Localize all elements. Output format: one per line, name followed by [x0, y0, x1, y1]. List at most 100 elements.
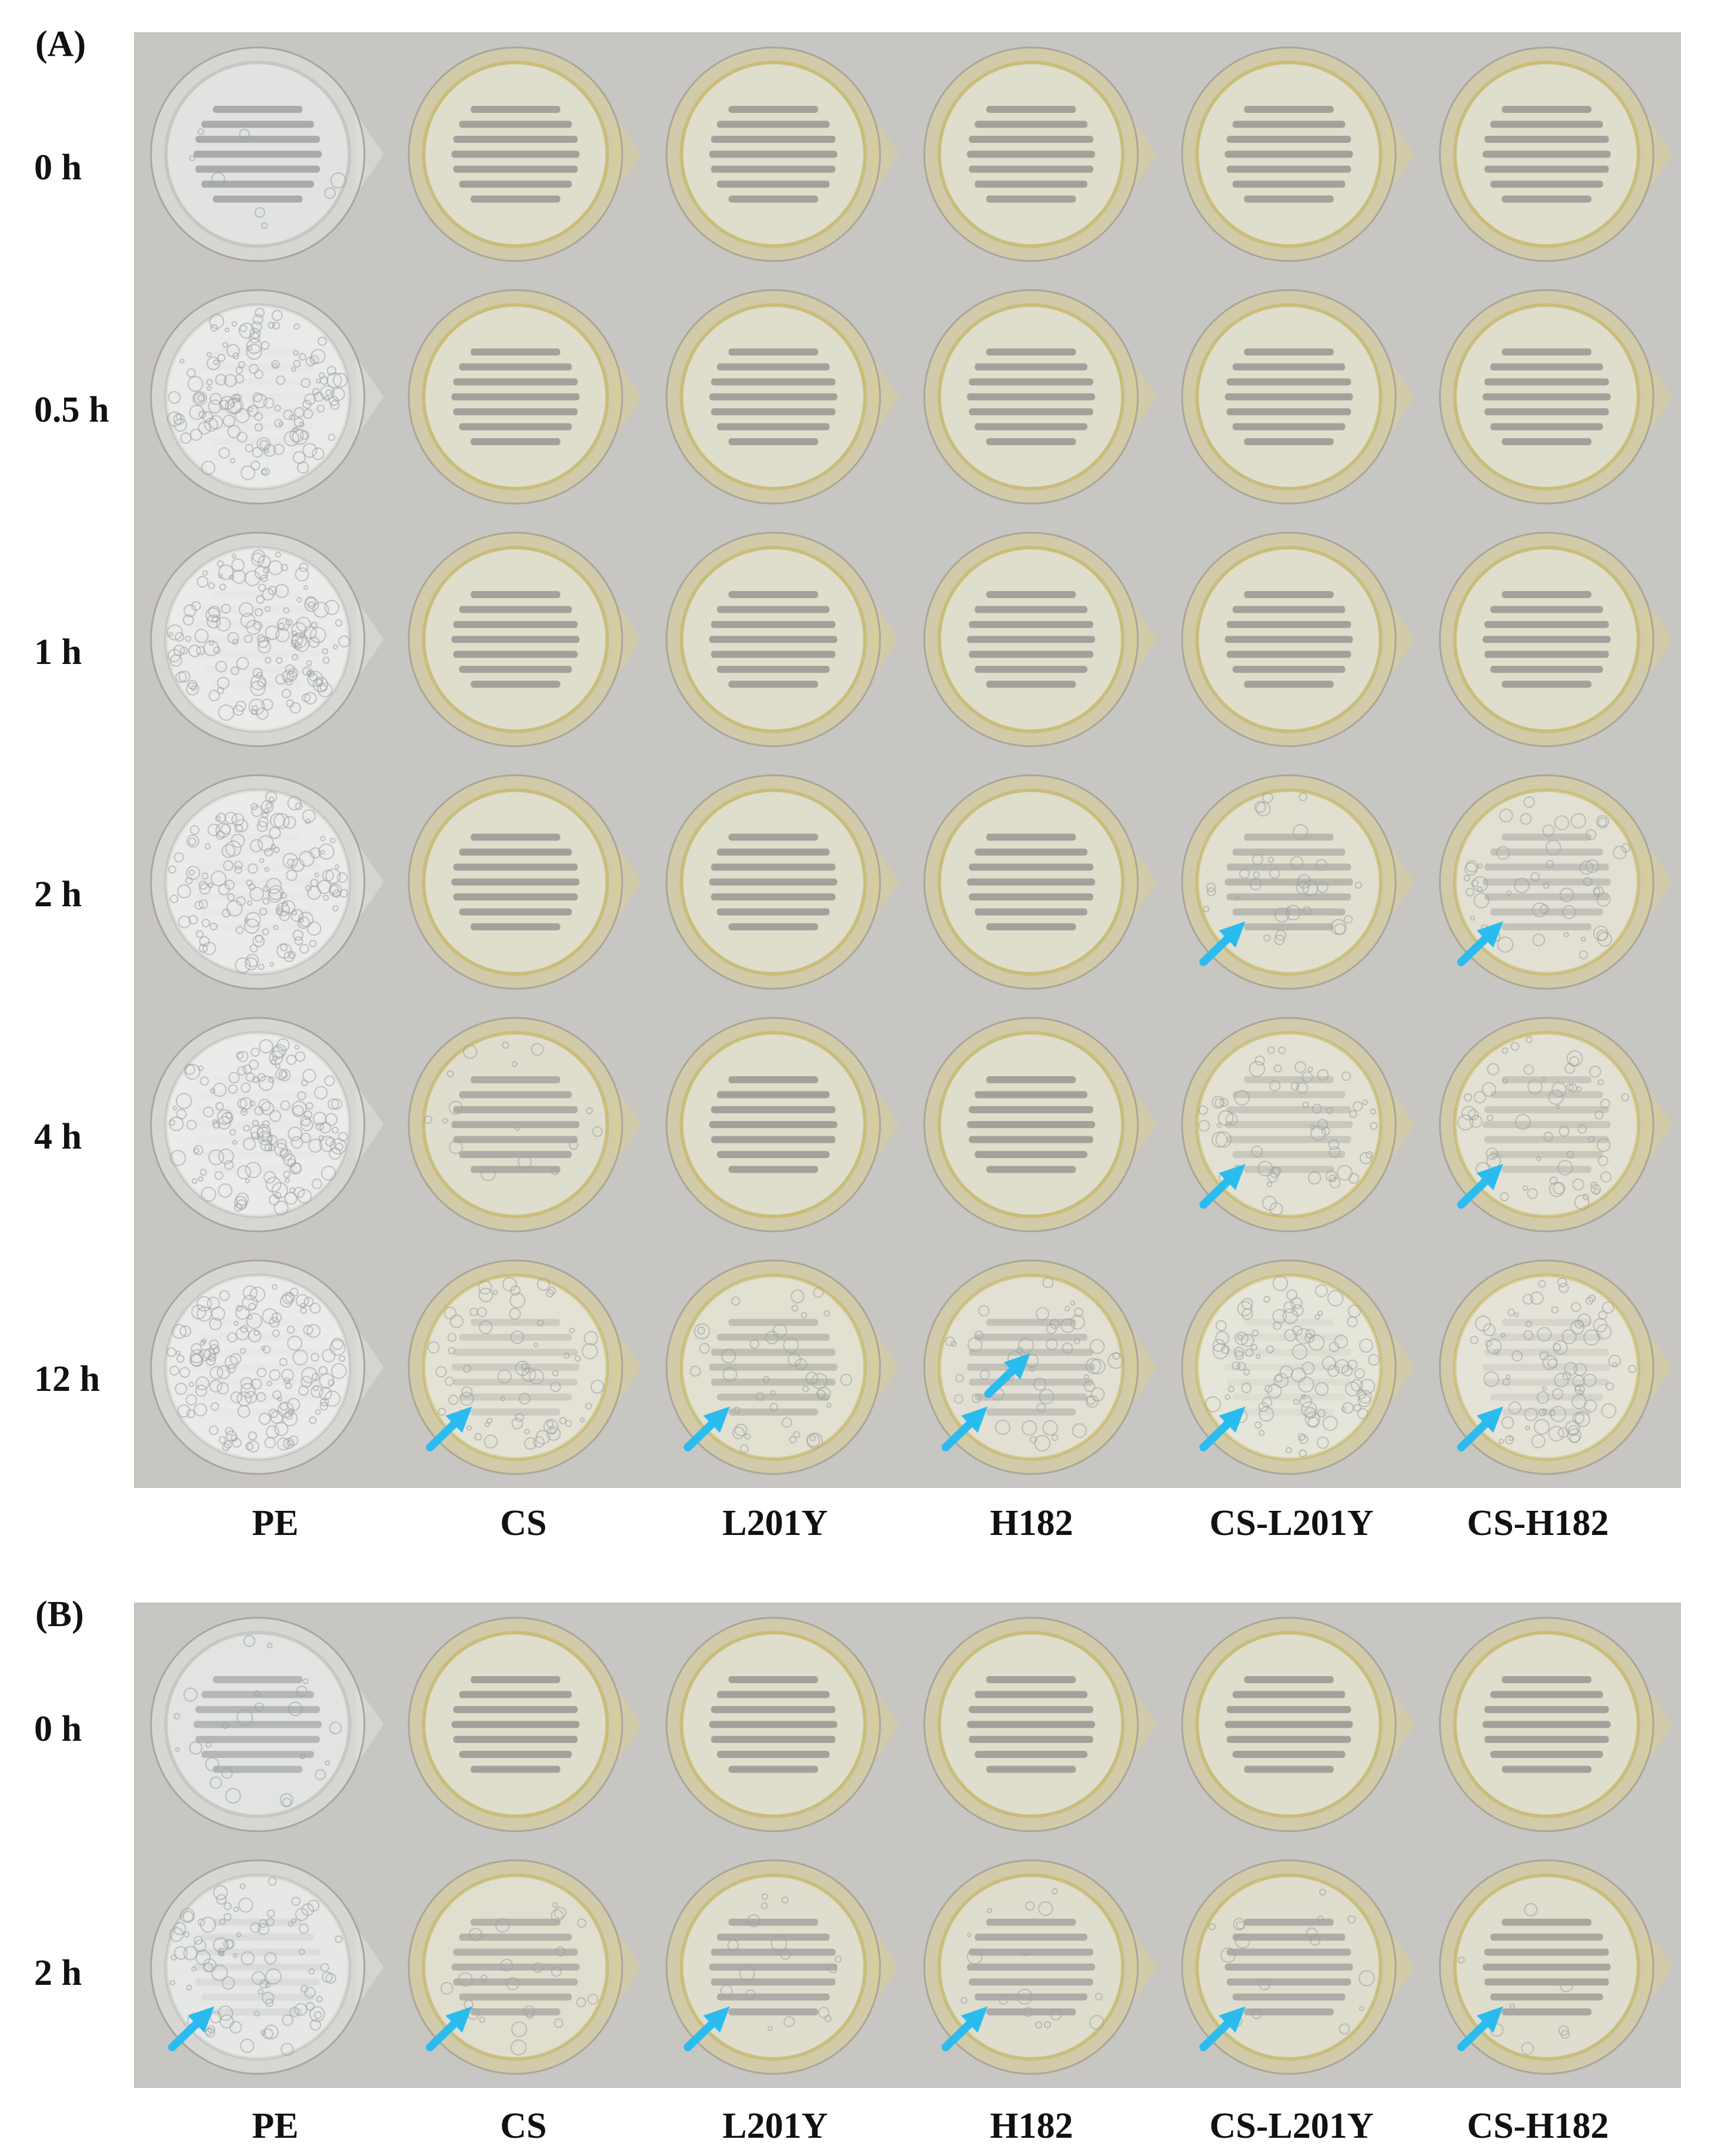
text-line	[459, 666, 572, 673]
droplet	[1252, 854, 1263, 866]
droplet	[209, 393, 222, 405]
droplet	[277, 906, 283, 913]
text-line	[451, 636, 580, 643]
droplet	[230, 1391, 242, 1403]
dish-inner	[679, 546, 867, 733]
droplet	[1316, 1436, 1329, 1449]
droplet	[826, 1403, 832, 1409]
droplet	[209, 313, 225, 329]
droplet	[218, 1148, 234, 1164]
droplet	[256, 595, 265, 604]
droplet	[256, 1367, 267, 1378]
droplet	[227, 1332, 238, 1343]
droplet	[185, 1394, 198, 1406]
text-line	[453, 650, 578, 658]
text-line	[728, 2008, 819, 2015]
text-line	[969, 378, 1093, 386]
droplet	[242, 1285, 258, 1300]
droplet	[275, 902, 290, 917]
text-line	[969, 165, 1093, 173]
droplet	[510, 1285, 521, 1296]
droplet	[732, 1426, 745, 1440]
droplet	[1237, 1301, 1253, 1317]
droplet	[275, 552, 281, 558]
droplet	[816, 1389, 826, 1399]
droplet	[720, 1984, 733, 1997]
text-line	[711, 1349, 836, 1356]
droplet	[271, 360, 280, 369]
text-line	[1490, 363, 1603, 371]
droplet	[1525, 1320, 1533, 1328]
droplet	[1227, 1386, 1235, 1393]
droplet	[1585, 859, 1600, 873]
droplet	[510, 1330, 525, 1344]
droplet	[1588, 1294, 1596, 1303]
droplet	[302, 809, 316, 823]
text-line	[1244, 1765, 1334, 1773]
droplet	[511, 1417, 523, 1430]
droplet	[1307, 1416, 1319, 1429]
text-line	[986, 923, 1076, 930]
droplet	[448, 1347, 456, 1354]
droplet	[309, 2006, 325, 2022]
droplet	[222, 1722, 229, 1729]
droplet	[217, 1109, 233, 1125]
droplet	[254, 207, 265, 218]
droplet	[287, 1336, 303, 1351]
dish-inner	[1195, 546, 1383, 733]
droplet	[306, 921, 322, 936]
droplet	[463, 1364, 472, 1373]
droplet	[272, 1284, 278, 1290]
droplet	[1301, 1071, 1313, 1083]
arrow-marker	[984, 1353, 1030, 1399]
text-line	[711, 1106, 836, 1113]
droplet	[262, 812, 269, 819]
arrow-marker	[941, 2006, 988, 2051]
panel-label-b: (B)	[35, 1594, 84, 1634]
text-line	[451, 878, 580, 886]
droplet	[275, 1069, 287, 1080]
droplet	[1486, 1114, 1494, 1122]
droplet	[734, 1423, 747, 1437]
droplet	[199, 1169, 207, 1176]
droplet	[271, 1046, 285, 1059]
film-dish	[150, 532, 384, 747]
text-line	[969, 863, 1093, 871]
text-line	[201, 1393, 314, 1401]
droplet	[302, 1678, 309, 1684]
film-dish	[923, 532, 1157, 747]
droplet	[219, 1290, 230, 1301]
droplet	[1046, 1323, 1057, 1334]
droplet	[1221, 1345, 1230, 1354]
droplet	[269, 796, 275, 802]
droplet	[268, 888, 282, 903]
text-line	[1226, 135, 1351, 143]
droplet	[1354, 1368, 1365, 1379]
droplet	[500, 1396, 506, 1401]
droplet	[1310, 1126, 1326, 1142]
droplet	[273, 925, 279, 930]
text-line	[1490, 1333, 1603, 1341]
droplet	[1542, 825, 1555, 837]
droplet	[1506, 890, 1512, 896]
droplet	[1596, 929, 1608, 942]
droplet	[325, 389, 332, 396]
text-line	[711, 1736, 836, 1743]
droplet	[1315, 1284, 1328, 1297]
droplet	[219, 1951, 225, 1957]
droplet	[233, 1320, 239, 1326]
droplet	[763, 1376, 770, 1383]
droplet	[502, 1277, 517, 1292]
droplet	[509, 1307, 521, 1320]
droplet	[311, 1373, 320, 1381]
droplet	[313, 602, 329, 618]
droplet	[586, 1107, 593, 1114]
text-line	[1484, 1948, 1609, 1956]
droplet	[196, 576, 209, 588]
text-line	[453, 408, 578, 416]
droplet	[197, 128, 205, 135]
droplet	[1042, 1277, 1054, 1289]
droplet	[283, 1170, 291, 1179]
droplet	[245, 1442, 253, 1451]
text-line	[1490, 848, 1603, 856]
